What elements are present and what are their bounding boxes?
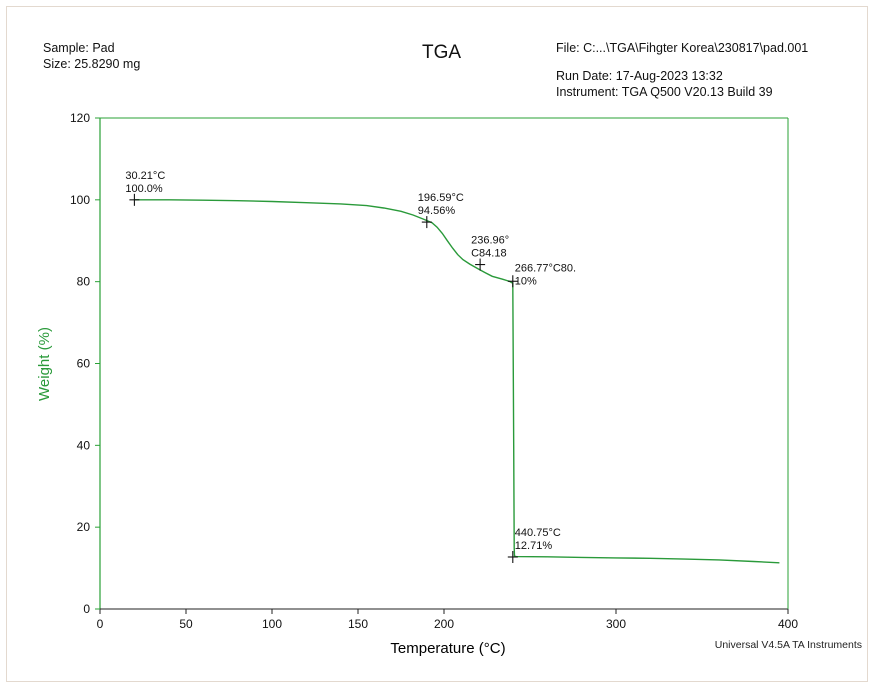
file-path: File: C:...\TGA\Fihgter Korea\230817\pad… bbox=[556, 41, 809, 55]
y-axis-label: Weight (%) bbox=[36, 327, 53, 401]
data-label: 266.77°C80. bbox=[515, 262, 576, 274]
x-tick-label: 300 bbox=[606, 617, 626, 631]
software-footer: Universal V4.5A TA Instruments bbox=[715, 639, 862, 651]
y-tick-label: 120 bbox=[70, 111, 90, 125]
y-tick-label: 40 bbox=[77, 438, 91, 452]
y-tick-label: 20 bbox=[77, 520, 91, 534]
x-tick-label: 200 bbox=[434, 617, 454, 631]
x-axis-label: Temperature (°C) bbox=[390, 640, 505, 657]
instrument: Instrument: TGA Q500 V20.13 Build 39 bbox=[556, 85, 773, 99]
sample-name: Sample: Pad bbox=[43, 41, 115, 55]
y-tick-label: 60 bbox=[77, 357, 91, 371]
data-label: 10% bbox=[515, 275, 537, 287]
chart-title: TGA bbox=[422, 42, 462, 63]
y-tick-label: 0 bbox=[83, 602, 90, 616]
data-label: 236.96° bbox=[471, 235, 509, 247]
x-tick-label: 50 bbox=[179, 617, 193, 631]
sample-info: Sample: Pad Size: 25.8290 mg bbox=[43, 40, 140, 72]
x-tick-label: 150 bbox=[348, 617, 368, 631]
data-label: 440.75°C bbox=[515, 527, 561, 539]
data-label: 100.0% bbox=[125, 183, 163, 195]
data-label: 196.59°C bbox=[418, 192, 464, 204]
run-date: Run Date: 17-Aug-2023 13:32 bbox=[556, 69, 723, 83]
data-label: 94.56% bbox=[418, 205, 456, 217]
y-tick-label: 80 bbox=[77, 275, 91, 289]
data-label: 12.71% bbox=[515, 540, 553, 552]
x-tick-label: 400 bbox=[778, 617, 798, 631]
data-label: C84.18 bbox=[471, 248, 506, 260]
y-tick-label: 100 bbox=[70, 193, 90, 207]
weight-curve bbox=[134, 199, 780, 564]
file-info: File: C:...\TGA\Fihgter Korea\230817\pad… bbox=[556, 40, 808, 100]
page-frame bbox=[6, 6, 868, 682]
sample-size: Size: 25.8290 mg bbox=[43, 57, 141, 71]
x-tick-label: 100 bbox=[262, 617, 282, 631]
data-label: 30.21°C bbox=[125, 170, 165, 182]
x-tick-label: 0 bbox=[97, 617, 104, 631]
